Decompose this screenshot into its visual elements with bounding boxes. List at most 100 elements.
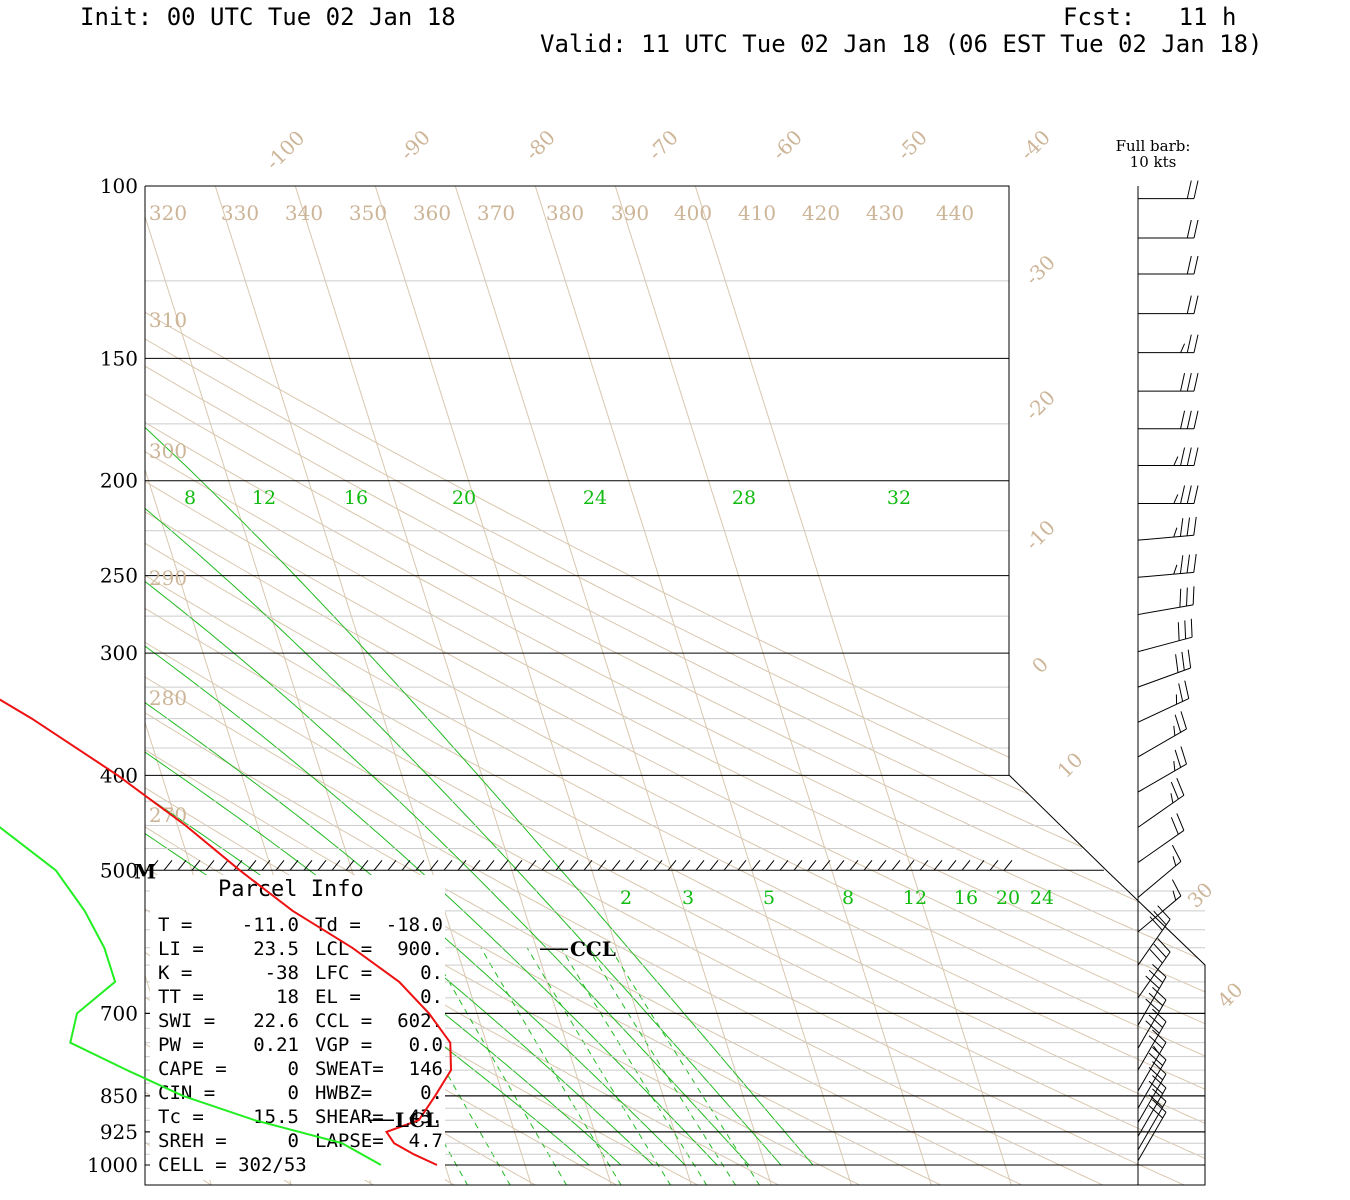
hatch-mark	[289, 859, 299, 871]
barb-feather	[1171, 879, 1182, 897]
barb-feather	[1186, 485, 1192, 504]
isotherm-line	[207, 186, 533, 1185]
barb-feather	[1148, 1035, 1163, 1049]
barb-feather	[1174, 714, 1182, 733]
pressure-tick-label: 925	[100, 1120, 138, 1144]
barb-feather	[1148, 992, 1163, 1007]
barb-staff	[1137, 895, 1182, 933]
parcel-row-value2: 4.7	[409, 1130, 443, 1152]
barb-feather	[1173, 564, 1178, 575]
saturated-adiabat-label: 28	[732, 487, 756, 509]
hatch-mark	[891, 859, 901, 871]
theta-label: 380	[546, 201, 584, 225]
theta-label: 360	[413, 201, 451, 225]
saturated-adiabat-label: 16	[344, 487, 368, 509]
barb-feather	[1193, 554, 1197, 573]
barb-feather	[1193, 334, 1199, 353]
hatch-mark	[401, 859, 411, 871]
hatch-mark	[569, 859, 579, 871]
barb-feather	[1149, 916, 1163, 931]
parcel-row-value2: 146	[409, 1058, 443, 1080]
barb-feather	[1145, 975, 1160, 989]
wind-barb	[1138, 410, 1199, 430]
parcel-row-value: 0.21	[253, 1034, 299, 1056]
barb-feather	[1170, 781, 1179, 800]
barb-feather	[1192, 586, 1195, 605]
theta-label: 300	[149, 439, 187, 463]
hatch-mark	[989, 859, 999, 871]
barb-feather	[1148, 1067, 1163, 1081]
barb-feather	[1149, 949, 1163, 964]
wind-barb	[1137, 516, 1197, 541]
hatch-mark	[191, 859, 201, 871]
hatch-mark	[835, 859, 845, 871]
barb-feather	[1173, 494, 1179, 504]
sounding-profiles	[0, 698, 453, 1166]
barb-feather	[1193, 410, 1199, 429]
hatch-mark	[765, 859, 775, 871]
parcel-row-value: 15.5	[253, 1106, 299, 1128]
barb-staff	[1137, 1073, 1167, 1123]
isotherm-label: 10	[1053, 748, 1088, 783]
isotherm-label: 30	[1183, 878, 1218, 913]
barb-feather	[1179, 588, 1182, 608]
isotherm-label: -90	[395, 125, 435, 165]
isotherm-line	[367, 186, 693, 1185]
hatch-mark	[513, 859, 523, 871]
temperature-profile	[0, 698, 453, 1166]
parcel-row-key: T =	[158, 914, 192, 936]
theta-label: 310	[149, 308, 187, 332]
hatch-mark	[541, 859, 551, 871]
hatch-mark	[359, 859, 369, 871]
barb-feather	[1173, 725, 1176, 736]
barb-feather	[1152, 1046, 1167, 1061]
wind-barb	[1138, 295, 1199, 315]
barb-feather	[1173, 456, 1179, 466]
barb-feather	[1186, 447, 1192, 466]
barb-feather	[1152, 963, 1167, 978]
parcel-row-value2: -18.0	[386, 914, 443, 936]
wind-barb	[1137, 1075, 1167, 1137]
theta-label: 410	[738, 201, 776, 225]
parcel-row-key2: CCL =	[315, 1010, 372, 1032]
barb-feather	[1172, 856, 1177, 866]
dry-adiabat	[145, 186, 1105, 1185]
barb-feather	[1186, 410, 1192, 429]
mixing-ratio-label: 8	[842, 887, 854, 909]
barb-staff	[1137, 919, 1171, 966]
barb-feather	[1190, 618, 1193, 638]
wind-barb	[1137, 963, 1167, 1026]
hatch-mark	[821, 859, 831, 871]
hatch-mark	[779, 859, 789, 871]
theta-label: 330	[221, 201, 259, 225]
dry-adiabat	[145, 186, 1186, 1185]
wind-barb	[1137, 680, 1190, 723]
barb-feather	[1172, 890, 1177, 901]
parcel-row-value: 18	[276, 986, 299, 1008]
barb-staff	[1137, 999, 1167, 1049]
barb-staff	[1137, 763, 1187, 793]
hatch-mark	[499, 859, 509, 871]
barb-legend-line2: 10 kts	[1130, 153, 1177, 171]
wind-barb	[1138, 255, 1199, 275]
wind-barbs	[1137, 180, 1199, 1161]
hatch-mark	[471, 859, 481, 871]
barb-feather	[1148, 969, 1163, 984]
hatch-mark	[1003, 859, 1013, 871]
parcel-row-value: 22.6	[253, 1010, 299, 1032]
parcel-row-key2: SWEAT=	[315, 1058, 384, 1080]
hatch-mark	[695, 859, 705, 871]
hatch-mark	[373, 859, 383, 871]
wind-barb	[1137, 1008, 1167, 1071]
barb-feather	[1153, 910, 1167, 926]
parcel-row-key: Tc =	[158, 1106, 204, 1128]
parcel-info-panel: Parcel Info T = -11.0 Td = -18.0 LI = 23.5 LCL…	[150, 875, 445, 1180]
wind-barb	[1137, 986, 1167, 1049]
hatch-mark	[555, 859, 565, 871]
hatch-mark	[219, 859, 229, 871]
mixing-ratio-line	[526, 947, 672, 1185]
hatch-mark	[639, 859, 649, 871]
barb-feather	[1193, 373, 1199, 392]
hatch-mark	[261, 859, 271, 871]
hatch-mark	[961, 859, 971, 871]
